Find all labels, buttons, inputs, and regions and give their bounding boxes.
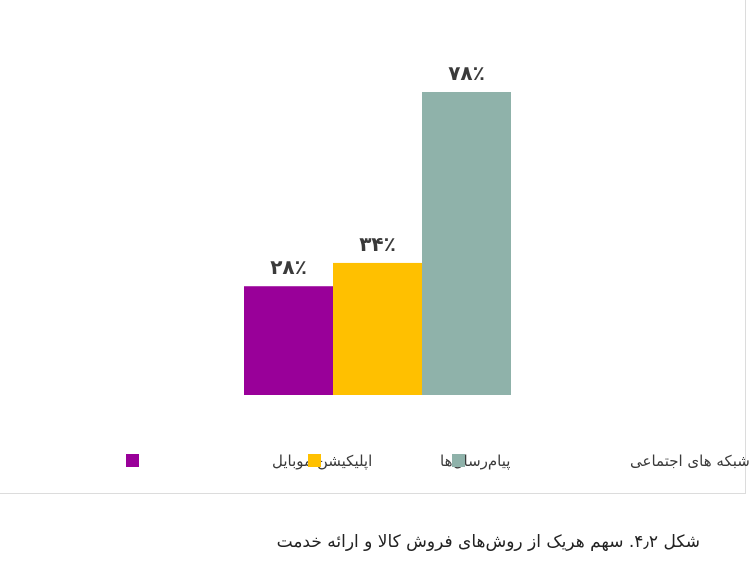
legend-label-1: اپلیکیشن موبایل	[272, 452, 372, 471]
legend-swatch-2	[308, 454, 321, 467]
legend-label-2: پیام‌رسان‌ها	[440, 452, 510, 471]
legend-swatch-3	[452, 454, 465, 467]
bar-1	[244, 286, 333, 395]
bar-3	[422, 92, 511, 395]
bar-value-label-1: ۲۸٪	[270, 255, 307, 279]
legend-label-3: شبکه های اجتماعی	[630, 452, 750, 470]
bar-value-label-3: ۷۸٪	[448, 61, 485, 85]
chart-frame	[0, 0, 746, 494]
bar-2	[333, 262, 422, 395]
legend-swatch-1	[126, 454, 139, 467]
figure-caption: شکل ۴٫۲. سهم هریک از روش‌های فروش کالا و…	[276, 532, 700, 552]
bars-group	[244, 92, 511, 395]
value-labels-group: ۲۸٪ ۳۴٪ ۷۸٪	[270, 61, 485, 279]
bar-value-label-2: ۳۴٪	[359, 232, 396, 256]
legend: اپلیکیشن موبایل پیام‌رسان‌ها شبکه های اجتم…	[126, 452, 750, 471]
bar-chart: ۲۸٪ ۳۴٪ ۷۸٪ اپلیکیشن موبایل پیام‌رسان‌ها شبک…	[126, 61, 750, 471]
